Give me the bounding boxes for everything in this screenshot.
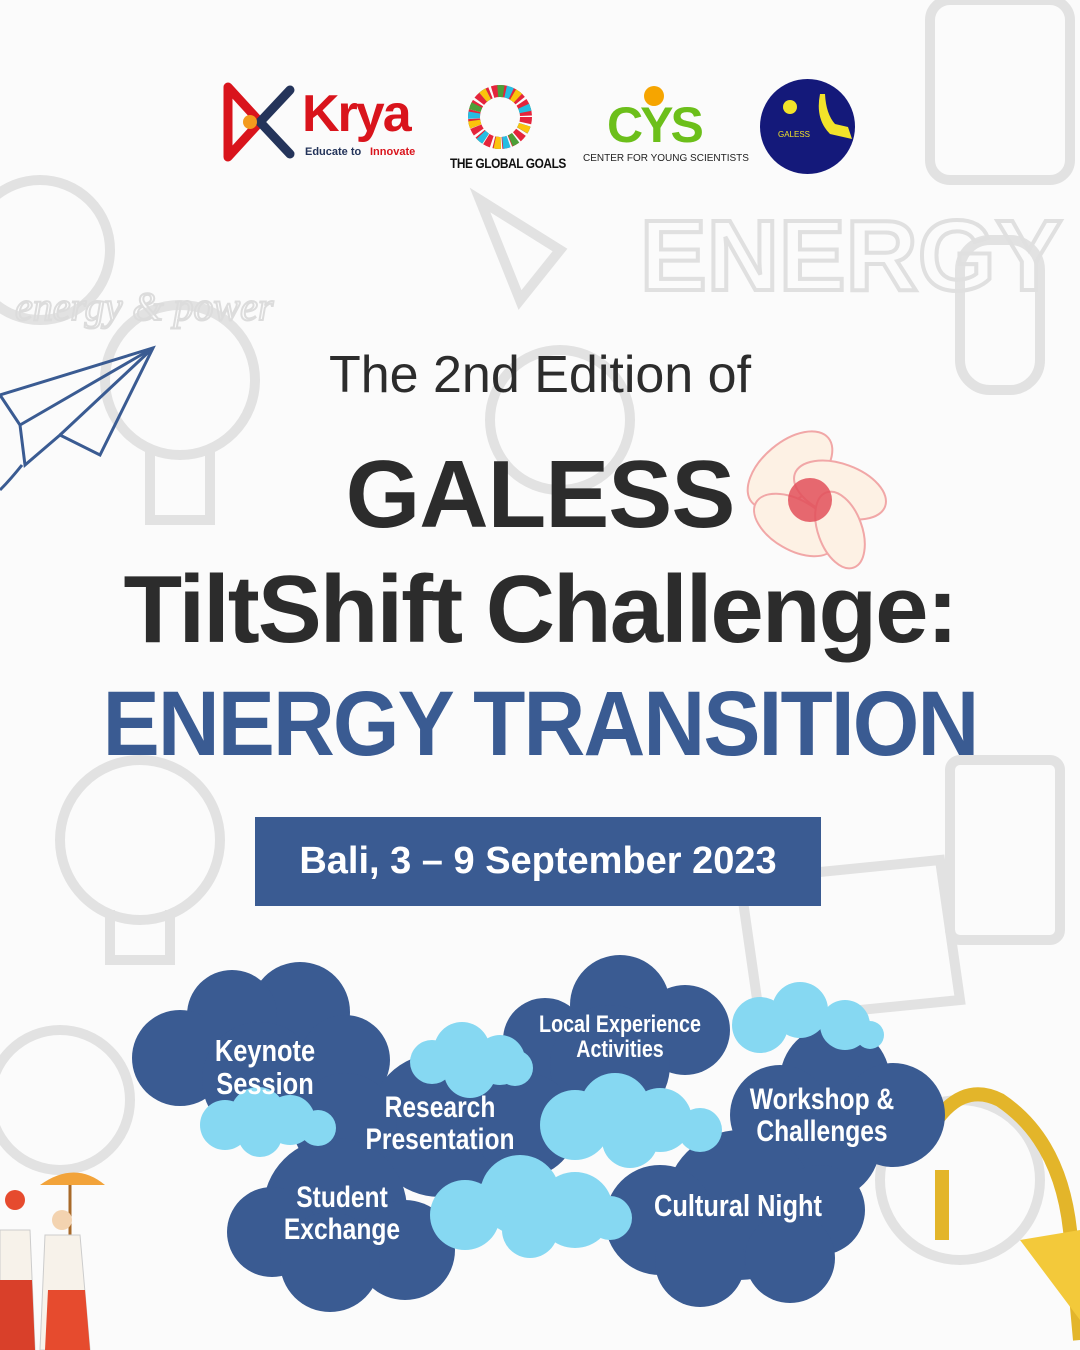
- light-clouds: [200, 982, 884, 1258]
- krya-logo-tagline-a: Educate to: [305, 146, 362, 158]
- sdg-wheel-icon: [468, 85, 532, 149]
- activity-label-line-1: Research: [384, 1091, 496, 1124]
- paper-plane-icon: [0, 345, 156, 492]
- dark-clouds: [132, 955, 945, 1312]
- activity-label: Cultural Night: [653, 1188, 823, 1223]
- date-location-text: Bali, 3 – 9 September 2023: [299, 840, 777, 882]
- activity-label-line-1: Workshop &: [749, 1083, 895, 1116]
- krya-logo-tagline-b: Innovate: [370, 146, 416, 158]
- cys-logo-subtitle: CENTER FOR YOUNG SCIENTISTS: [583, 153, 749, 164]
- balinese-dancers-illustration: [0, 1172, 105, 1350]
- event-title: GALESS: [345, 441, 736, 548]
- cloud-keynote: [132, 962, 390, 1138]
- activity-label-line-1: Student: [296, 1181, 388, 1214]
- theme-title: ENERGY TRANSITION: [102, 673, 980, 775]
- cloud-cultural: [605, 1130, 865, 1307]
- activity-label: Keynote Session: [214, 1033, 316, 1101]
- galess-logo-text: GALESS: [778, 130, 811, 139]
- activity-label-line-1: Local Experience: [539, 1011, 701, 1038]
- activity-local-experience: Local Experience Activities: [538, 1011, 702, 1064]
- krya-logo: Krya Educate to Innovate: [220, 82, 420, 164]
- doodle-word-energy: ENERGY: [640, 200, 1062, 312]
- cys-dot-icon: [644, 86, 664, 106]
- galess-logo-figure-icon: [783, 94, 852, 139]
- activity-label-line-2: Challenges: [756, 1114, 888, 1148]
- activity-keynote-session: Keynote Session: [171, 1033, 360, 1101]
- cys-logo-name: CYS: [607, 97, 704, 153]
- activity-cultural-night: Cultural Night: [648, 1188, 828, 1223]
- activity-workshop-challenges: Workshop & Challenges: [740, 1084, 904, 1147]
- galess-logo: GALESS: [760, 79, 855, 174]
- cloud-local-experience: [503, 955, 730, 1125]
- cys-logo: CYS CENTER FOR YOUNG SCIENTISTS: [582, 86, 749, 166]
- krya-logo-name: Krya: [302, 85, 412, 143]
- krya-logo-mark-icon: [223, 82, 295, 162]
- cloud-student: [227, 1138, 455, 1312]
- activity-label-line-2: Presentation: [365, 1122, 515, 1156]
- activity-label-line-2: Activities: [576, 1036, 664, 1064]
- challenge-title: TiltShift Challenge:: [123, 556, 959, 663]
- global-goals-logo-text: THE GLOBAL GOALS: [450, 155, 566, 171]
- activity-research-presentation: Research Presentation: [358, 1092, 522, 1155]
- activity-student-exchange: Student Exchange: [260, 1182, 424, 1245]
- global-goals-logo: THE GLOBAL GOALS: [445, 82, 566, 174]
- balinese-gate-ornament-icon: [923, 1087, 1080, 1341]
- activity-label-line-2: Exchange: [283, 1212, 401, 1246]
- doodle-word-energy-power: energy & power: [15, 284, 274, 329]
- frangipani-flower-icon: [746, 430, 887, 570]
- edition-subtitle: The 2nd Edition of: [328, 346, 752, 404]
- date-location-banner: Bali, 3 – 9 September 2023: [255, 817, 821, 906]
